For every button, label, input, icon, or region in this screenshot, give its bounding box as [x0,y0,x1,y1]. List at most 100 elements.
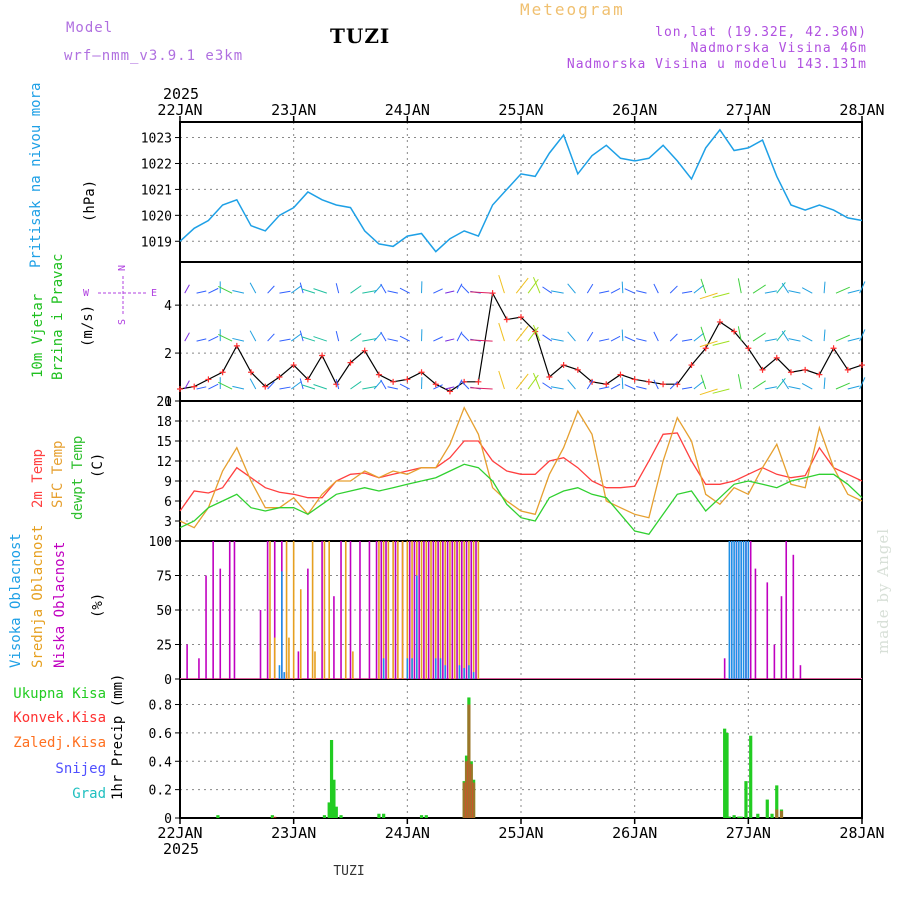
wind-arrow [373,284,383,294]
wind-arrow [335,283,340,294]
wind-arrow [737,326,742,342]
lonlat-info: lon,lat (19.32E, 42.36N) [655,25,867,40]
wind-arrow [699,388,718,396]
wind-arrow [515,277,529,294]
wind-speed-marker [660,381,667,388]
precip-total-bar [216,815,220,818]
y-tick-label: 3 [164,515,172,530]
wind-arrow [801,287,813,294]
wind-arrow [621,329,624,342]
wind-arrow [232,385,245,390]
precip-total-bar [339,815,343,818]
y-tick-label: 9 [164,475,172,490]
precip-total-bar [727,816,731,818]
wind-arrow [681,290,693,294]
precip-conv-bar [467,704,471,818]
wind-speed-marker [716,318,723,325]
wind-arrow [299,330,304,342]
precip-total-bar [424,815,428,818]
wind-arrow [267,333,275,342]
wind-arrow [291,333,302,342]
wind-arrow [218,286,233,294]
wind-arrow [433,336,443,342]
y-tick-label: 0 [164,535,172,550]
wind-arrow [586,331,594,342]
precip-total-bar [377,813,381,818]
wind-arrow [764,290,777,294]
wind-arrow [610,383,621,390]
wind-arrow [847,337,860,342]
wind-arrow [387,386,398,390]
wind-arrow [567,379,576,390]
wind-arrow [399,335,410,342]
precip-conv-bar [779,810,784,818]
precip-conv-bar [472,782,476,818]
year-bottom: 2025 [163,840,199,858]
wind-arrow [669,333,678,342]
wind-arrow [776,282,786,294]
wind-arrow [699,292,718,300]
wind-arrow [693,380,705,390]
wind-arrow [737,374,742,390]
wind-arrow [380,331,387,342]
x-tick-label-bottom: 24JAN [385,824,430,842]
precip-total-bar [332,779,336,818]
wind-speed-marker [290,362,297,369]
wind-arrow [781,282,790,294]
wind-arrow [445,338,455,342]
wind-arrow [624,384,635,390]
wind-arrow [301,336,316,342]
wind-speed-marker [745,345,752,352]
y-tick-label: 100 [149,535,172,550]
wind-arrow [823,329,826,342]
wind-arrow [218,381,233,390]
wind-arrow [373,380,383,390]
wind-arrow [776,377,786,390]
wind-speed-marker [702,345,709,352]
wind-arrow [461,285,470,294]
precip-total-bar [749,735,753,818]
wind-arrow [456,331,463,342]
x-tick-label-bottom: 23JAN [271,824,316,842]
precip-total-label: Ukupna Kisa [13,686,106,702]
precip-total-bar [329,739,334,818]
wind-arrow [527,374,539,390]
wind-speed-marker [802,366,809,373]
precip-total-bar [725,732,729,818]
wind-arrow [624,288,635,294]
wind-arrow [542,286,553,294]
y-tick-label: 21 [156,395,172,410]
wind-arrow [299,378,304,390]
wind-speed-marker [787,369,794,376]
wind-arrow [299,282,304,294]
station-title: TUZI [330,24,391,48]
wind-arrow [184,284,190,294]
x-tick-label-top: 28JAN [839,101,884,119]
wind-arrow [776,330,786,342]
precip-conv-bar [469,764,473,818]
wind-arrow [712,388,730,394]
y-tick-label: 0 [164,673,172,688]
precip-total-bar [334,806,338,818]
wind-arrow [498,274,505,294]
wind-arrow [373,332,383,342]
wind-speed-marker [830,345,837,352]
wind-arrow [208,335,219,342]
wind-arrow [313,384,327,390]
wind-speed-marker [361,347,368,354]
wind-arrow [788,290,801,294]
wind-speed-marker [248,369,255,376]
x-tick-label-bottom: 27JAN [726,824,771,842]
y-tick-label: 1023 [141,132,172,147]
wind-speed-marker [645,378,652,385]
precip-hail-label: Grad [72,786,106,802]
x-tick-label-top: 26JAN [612,101,657,119]
wind-arrow [433,288,443,294]
wind-arrow [532,276,541,294]
wind-arrow [461,333,470,342]
x-tick-label-bottom: 25JAN [498,824,543,842]
wind-arrow [550,338,564,342]
wind-speed-marker [177,386,183,393]
compass-south: S [117,319,128,325]
wind-arrow [249,282,257,294]
